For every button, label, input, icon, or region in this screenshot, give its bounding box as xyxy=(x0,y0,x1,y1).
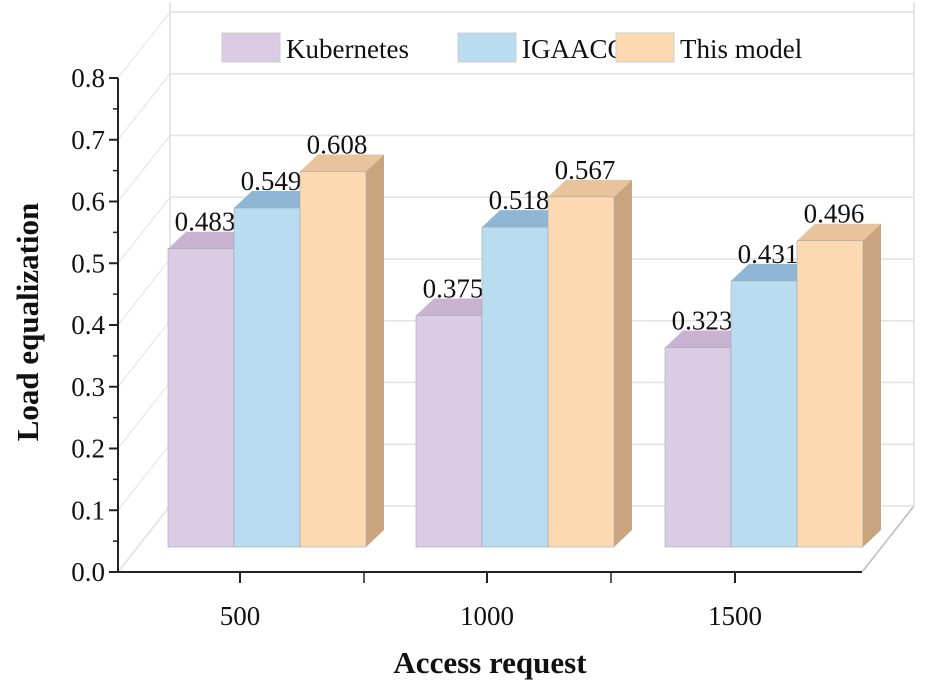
side-gridline xyxy=(117,382,171,449)
y-tick-label: 0.1 xyxy=(71,495,105,525)
y-tick-label: 0.5 xyxy=(71,248,105,278)
axes: 0.0 0.1 0.2 0.3 0.4 0.5 0.6 0.7 0.8 500 1000 1500 xyxy=(71,63,862,631)
bar-front xyxy=(730,280,798,548)
bar-top xyxy=(548,179,632,197)
bar xyxy=(299,154,384,548)
data-label: 0.483 xyxy=(175,207,236,237)
y-tick-label: 0.6 xyxy=(71,187,105,217)
bar-top xyxy=(482,210,566,228)
bar-top xyxy=(234,190,318,208)
data-label: 0.375 xyxy=(423,273,484,303)
bar-top xyxy=(797,223,881,241)
legend-label: This model xyxy=(680,34,802,64)
bar-front xyxy=(415,315,483,548)
bar-top xyxy=(665,330,749,348)
side-gridline xyxy=(117,505,171,573)
y-tick-label: 0.7 xyxy=(71,125,105,155)
y-tick-label: 0.3 xyxy=(71,372,105,402)
data-label: 0.608 xyxy=(307,130,368,160)
bar-top xyxy=(168,231,252,249)
y-tick-label: 0.2 xyxy=(71,434,105,464)
bar-side xyxy=(366,154,384,547)
legend-label: Kubernetes xyxy=(286,34,409,64)
side-gridline xyxy=(117,11,171,79)
bar-front xyxy=(796,240,864,548)
x-tick-label: 500 xyxy=(220,601,261,631)
data-label: 0.549 xyxy=(241,166,302,196)
bar xyxy=(167,231,252,548)
legend-swatch xyxy=(221,32,281,63)
side-gridline xyxy=(117,73,171,141)
bar-front xyxy=(167,248,235,548)
data-label: 0.518 xyxy=(489,185,550,215)
side-gridline xyxy=(117,320,171,388)
bar xyxy=(233,190,318,548)
data-label: 0.496 xyxy=(804,199,865,229)
data-label: 0.323 xyxy=(672,306,733,336)
bar-front xyxy=(481,226,549,548)
floor-right-edge xyxy=(861,505,915,573)
bar xyxy=(796,223,881,548)
legend-label: IGAACO xyxy=(522,34,627,64)
bar xyxy=(415,298,500,548)
y-tick-label: 0.0 xyxy=(71,557,105,587)
bar-front xyxy=(233,207,301,548)
x-tick-label: 1000 xyxy=(460,601,514,631)
bar xyxy=(730,263,815,548)
side-gridline xyxy=(117,196,171,264)
x-tick-label: 1500 xyxy=(708,601,762,631)
y-tick-label: 0.8 xyxy=(71,63,105,93)
bar-top xyxy=(416,298,500,316)
legend: Kubernetes IGAACO This model xyxy=(221,32,802,64)
bar xyxy=(664,330,749,548)
bar-top xyxy=(731,263,815,281)
legend-swatch xyxy=(457,32,517,63)
bar-top xyxy=(300,154,384,172)
data-label: 0.567 xyxy=(555,155,616,185)
side-gridline xyxy=(117,135,171,202)
side-gridline xyxy=(117,443,171,511)
bar-side xyxy=(614,179,632,547)
y-tick-label: 0.4 xyxy=(71,310,105,340)
side-gridline xyxy=(117,258,171,326)
bar-front xyxy=(299,171,367,548)
bar-front xyxy=(547,196,615,548)
bar xyxy=(547,179,632,548)
bar-front xyxy=(664,347,732,548)
data-label: 0.431 xyxy=(738,239,799,269)
bar-side xyxy=(863,223,881,547)
legend-swatch xyxy=(615,32,675,63)
x-axis-title: Access request xyxy=(393,645,587,680)
y-axis-title: Load equalization xyxy=(10,203,45,442)
